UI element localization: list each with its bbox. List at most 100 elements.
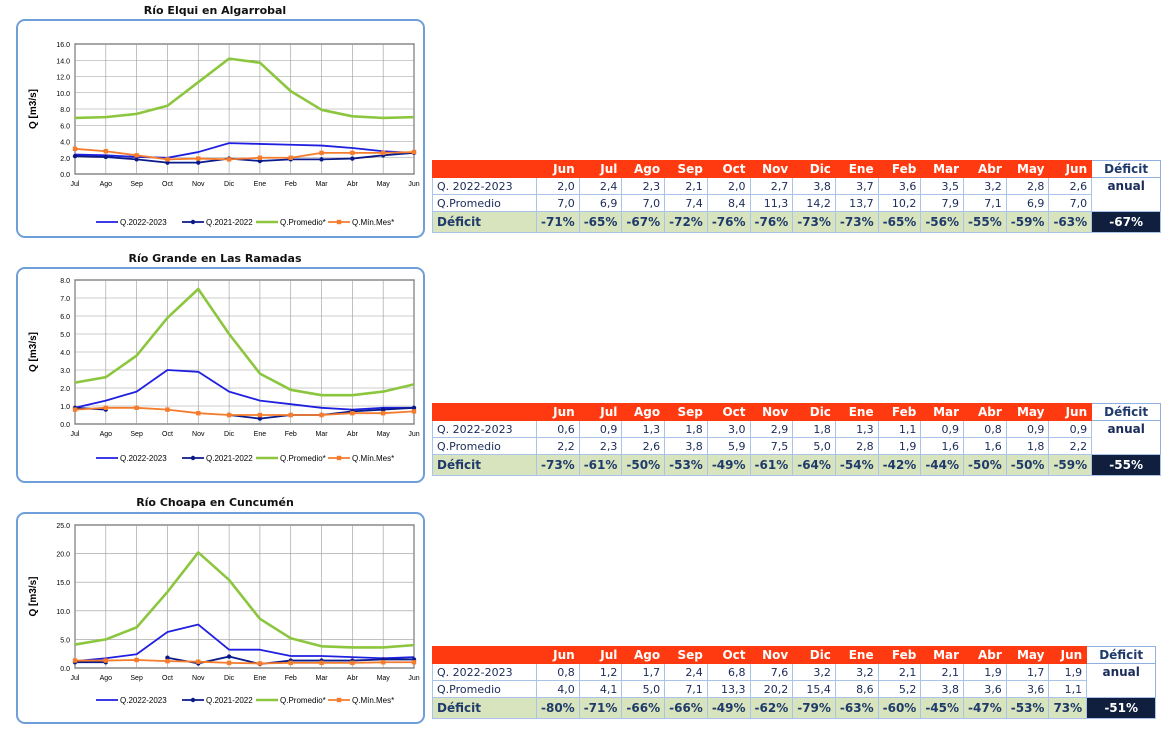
table-cell: 3,2 — [834, 663, 879, 681]
data-point — [196, 659, 201, 664]
x-tick-label: Dic — [224, 431, 235, 438]
table-cell: 7,9 — [920, 194, 965, 212]
month-header: Dic — [792, 160, 836, 178]
month-header: Feb — [877, 646, 922, 664]
table-cell: 2,0 — [536, 177, 580, 195]
table-row: Q.Promedio 7,0 6,9 7,0 7,4 8,4 11,3 14,2… — [432, 194, 1162, 212]
month-header: Oct — [706, 160, 751, 178]
table-cell: 3,5 — [920, 177, 965, 195]
deficit-cell: 73% — [1048, 697, 1088, 719]
table-cell: 1,6 — [963, 437, 1007, 455]
deficit-cell: -53% — [1005, 697, 1050, 719]
legend-marker — [190, 219, 196, 225]
data-point — [103, 149, 109, 154]
table-cell: 7,1 — [664, 680, 708, 698]
annual-deficit-header: Déficit — [1086, 646, 1157, 664]
month-header: Sep — [664, 403, 708, 421]
table-cell: 3,6 — [1005, 680, 1050, 698]
month-header: Ene — [834, 646, 879, 664]
deficit-cell: -56% — [920, 211, 965, 233]
data-point — [380, 407, 386, 412]
deficit-row: Déficit -71% -65% -67% -72% -76% -76% -7… — [432, 211, 1162, 233]
deficit-cell: -49% — [706, 697, 751, 719]
month-header: May — [1005, 646, 1050, 664]
month-header: Abr — [963, 160, 1007, 178]
legend-marker — [336, 455, 342, 461]
table-cell: 2,6 — [1048, 177, 1093, 195]
data-point — [103, 405, 109, 410]
table-cell: 3,2 — [963, 177, 1007, 195]
table-cell: 1,8 — [664, 420, 708, 438]
y-tick-label: 25.0 — [56, 523, 70, 530]
y-tick-label: 4.0 — [60, 140, 70, 147]
y-tick-label: 6.0 — [60, 123, 70, 130]
x-tick-label: Mar — [316, 675, 329, 682]
annual-label: anual — [1091, 177, 1162, 195]
y-tick-label: 0.0 — [60, 172, 70, 179]
deficit-row: Déficit -80% -71% -66% -66% -49% -62% -7… — [432, 697, 1157, 719]
y-tick-label: 15.0 — [56, 580, 70, 587]
table-cell: 0,9 — [1048, 420, 1093, 438]
deficit-cell: -66% — [621, 697, 666, 719]
table-cell: 2,8 — [834, 437, 879, 455]
x-tick-label: Abr — [347, 431, 359, 438]
table-cell: 11,3 — [749, 194, 794, 212]
table-cell: 7,1 — [963, 194, 1007, 212]
table-cell: 3,0 — [706, 420, 751, 438]
data-point — [226, 157, 232, 162]
x-tick-label: Ene — [254, 675, 267, 682]
table-cell: 20,2 — [749, 680, 794, 698]
table-cell: 2,2 — [536, 437, 580, 455]
row-label: Q.Promedio — [432, 680, 537, 698]
row-label: Déficit — [432, 454, 537, 476]
x-tick-label: Jun — [408, 431, 419, 438]
deficit-cell: -44% — [920, 454, 965, 476]
annual-deficit-header: Déficit — [1091, 160, 1162, 178]
table-header-row: Jun Jul Ago Sep Oct Nov Dic Ene Feb Mar … — [432, 403, 1162, 421]
x-tick-label: Ago — [100, 431, 113, 438]
x-tick-label: Sep — [130, 675, 143, 682]
annual-spacer — [1091, 437, 1162, 455]
legend-label: Q.Mín.Mes* — [352, 218, 394, 227]
legend-label: Q.Mín.Mes* — [352, 454, 394, 463]
chart-panel-2: Río Grande en Las Ramadas 0.0 1.0 2.0 3.0 4.… — [0, 250, 430, 490]
data-point — [350, 411, 355, 416]
table-cell: 3,7 — [834, 177, 879, 195]
data-point — [165, 658, 170, 664]
month-header: Jul — [578, 403, 623, 421]
table-cell: 0,9 — [578, 420, 623, 438]
deficit-cell: -71% — [578, 697, 623, 719]
table-cell: 1,3 — [834, 420, 879, 438]
table-cell: 0,6 — [536, 420, 580, 438]
table-cell: 2,8 — [1005, 177, 1050, 195]
table-cell: 4,1 — [578, 680, 623, 698]
month-header: May — [1005, 160, 1050, 178]
table-cell: 13,7 — [834, 194, 879, 212]
table-row: Q.Promedio 4,0 4,1 5,0 7,1 13,3 20,2 15,… — [432, 680, 1157, 698]
x-tick-label: Jul — [71, 181, 80, 188]
x-tick-label: Feb — [285, 675, 297, 682]
month-header: Mar — [920, 403, 965, 421]
x-tick-label: Mar — [316, 181, 329, 188]
data-point — [196, 156, 201, 161]
deficit-cell: -76% — [749, 211, 794, 233]
data-point — [350, 150, 355, 156]
month-header: Mar — [920, 646, 965, 664]
data-point — [165, 655, 170, 660]
x-tick-label: Ago — [100, 181, 113, 188]
x-tick-label: May — [377, 181, 391, 188]
x-tick-label: Sep — [130, 181, 143, 188]
legend-label: Q.Promedio* — [280, 218, 326, 227]
series-line-4 — [74, 147, 415, 161]
data-point — [196, 411, 201, 416]
table-cell: 2,4 — [578, 177, 623, 195]
annual-deficit-header: Déficit — [1091, 403, 1162, 421]
x-tick-label: Nov — [192, 675, 205, 682]
table-cell: 5,2 — [877, 680, 922, 698]
table-cell: 7,0 — [621, 194, 666, 212]
y-tick-label: 16.0 — [56, 42, 70, 49]
chart-title: Río Choapa en Cuncumén — [136, 496, 294, 509]
table-cell: 3,8 — [792, 177, 836, 195]
data-point — [411, 149, 417, 155]
data-point — [288, 155, 293, 160]
